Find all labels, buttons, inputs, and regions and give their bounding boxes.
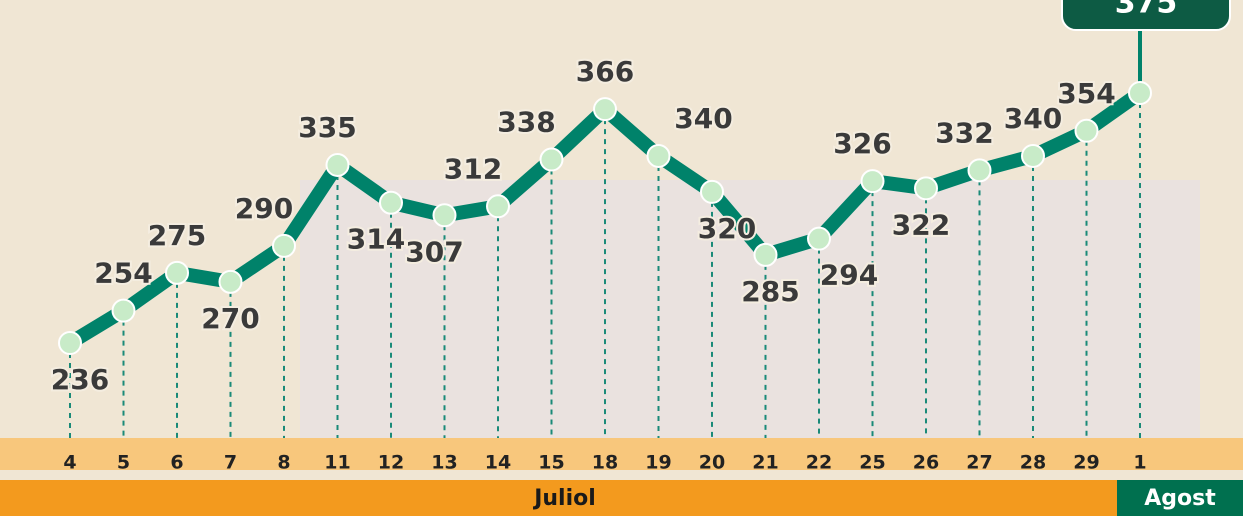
- x-tick-label: 21: [752, 452, 778, 474]
- x-tick-label: 15: [538, 452, 564, 474]
- value-label: 320: [698, 212, 756, 245]
- point: [220, 271, 242, 293]
- x-tick-label: 14: [485, 452, 511, 474]
- value-label: 322: [892, 208, 950, 241]
- x-tick-label: 29: [1073, 452, 1099, 474]
- value-label: 290: [235, 192, 293, 225]
- point: [327, 154, 349, 176]
- point: [1022, 145, 1044, 167]
- point: [701, 181, 723, 203]
- x-tick-label: 19: [645, 452, 671, 474]
- x-tick-label: 20: [699, 452, 725, 474]
- value-label: 326: [833, 127, 891, 160]
- point: [273, 235, 295, 257]
- x-tick-label: 4: [63, 452, 76, 474]
- x-tick-label: 13: [431, 452, 457, 474]
- month-label: Agost: [1144, 486, 1216, 511]
- value-label: 294: [820, 259, 878, 292]
- point: [808, 228, 830, 250]
- x-tick-label: 28: [1020, 452, 1046, 474]
- value-label: 236: [51, 363, 109, 396]
- point: [113, 300, 135, 322]
- point: [380, 192, 402, 214]
- value-label: 270: [201, 302, 259, 335]
- point: [1129, 82, 1151, 104]
- point: [969, 159, 991, 181]
- x-tick-label: 27: [966, 452, 992, 474]
- value-label: 375: [1115, 0, 1178, 21]
- point: [166, 262, 188, 284]
- point: [434, 204, 456, 226]
- point: [915, 177, 937, 199]
- x-tick-label: 1: [1133, 452, 1146, 474]
- point: [862, 170, 884, 192]
- x-tick-label: 6: [170, 452, 183, 474]
- value-label: 366: [576, 55, 634, 88]
- point: [59, 332, 81, 354]
- point: [755, 244, 777, 266]
- value-label: 338: [497, 106, 555, 139]
- value-label: 340: [674, 102, 732, 135]
- value-label: 312: [444, 152, 502, 185]
- value-label: 285: [741, 275, 799, 308]
- point: [1076, 120, 1098, 142]
- point: [648, 145, 670, 167]
- value-label: 314: [347, 223, 405, 256]
- x-tick-label: 7: [224, 452, 237, 474]
- value-label: 335: [298, 111, 356, 144]
- value-label: 275: [148, 219, 206, 252]
- x-tick-label: 11: [324, 452, 350, 474]
- x-tick-label: 12: [378, 452, 404, 474]
- value-label: 332: [935, 116, 993, 149]
- month-label: Juliol: [532, 486, 596, 511]
- point: [487, 195, 509, 217]
- x-tick-label: 8: [277, 452, 290, 474]
- day-strip: [0, 438, 1243, 470]
- point: [541, 149, 563, 171]
- point: [594, 98, 616, 120]
- value-label: 254: [94, 257, 152, 290]
- value-label: 307: [405, 235, 463, 268]
- x-tick-label: 26: [913, 452, 939, 474]
- x-tick-label: 18: [592, 452, 618, 474]
- chart: Juliol Agost 423652546275727082901133512…: [0, 0, 1243, 516]
- x-tick-label: 25: [859, 452, 885, 474]
- value-label: 354: [1057, 77, 1115, 110]
- x-tick-label: 22: [806, 452, 832, 474]
- value-label: 340: [1004, 102, 1062, 135]
- x-tick-label: 5: [117, 452, 130, 474]
